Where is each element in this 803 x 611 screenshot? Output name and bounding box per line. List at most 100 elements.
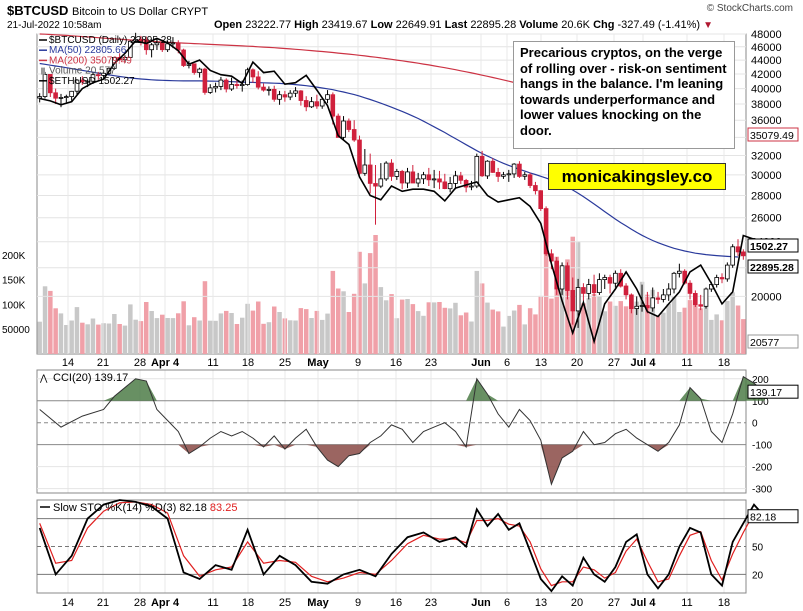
volume-bar bbox=[682, 307, 687, 354]
bottom-date-tick-label: 16 bbox=[390, 597, 402, 609]
source-credit: © StockCharts.com bbox=[706, 3, 793, 14]
volume-bar bbox=[485, 302, 490, 354]
volume-bar bbox=[607, 301, 613, 354]
volume-tick-label: 50000 bbox=[2, 325, 30, 336]
volume-bar bbox=[623, 306, 629, 354]
candle-body bbox=[101, 72, 106, 76]
candle-body bbox=[719, 277, 725, 280]
candle-body bbox=[591, 284, 597, 294]
candle-body bbox=[469, 185, 474, 188]
symbol-name: Bitcoin to US Dollar bbox=[72, 6, 168, 18]
candle-body bbox=[538, 190, 543, 209]
candle-body bbox=[250, 69, 256, 78]
cci-line bbox=[39, 375, 766, 486]
candle-body bbox=[170, 42, 176, 45]
volume-bar bbox=[453, 302, 458, 354]
candle-body bbox=[479, 155, 485, 177]
date-tick-label: 27 bbox=[608, 357, 620, 369]
symbol: $BTCUSD bbox=[7, 3, 69, 18]
volume-bar bbox=[645, 294, 650, 354]
candle-body bbox=[346, 120, 352, 130]
volume-bar bbox=[543, 235, 549, 354]
volume-bar bbox=[565, 259, 570, 354]
volume-bar bbox=[479, 283, 485, 354]
last-price-badge: 22895.28 bbox=[750, 262, 794, 274]
volume-bar bbox=[160, 314, 165, 354]
volume-bar bbox=[357, 251, 362, 354]
candle-body bbox=[303, 100, 309, 108]
candle-body bbox=[741, 251, 746, 257]
candle-body bbox=[517, 163, 522, 177]
candle-body bbox=[325, 94, 330, 100]
datetime: 21-Jul-2022 10:58am bbox=[7, 20, 102, 31]
volume-tick-label: 200K bbox=[2, 251, 26, 262]
date-tick-label: 6 bbox=[504, 357, 510, 369]
volume-bar bbox=[128, 304, 133, 354]
bottom-date-tick-label: 9 bbox=[355, 597, 361, 609]
volume-bar bbox=[725, 300, 730, 354]
volume-bar bbox=[112, 314, 117, 354]
volume-bar bbox=[415, 311, 421, 354]
candle-body bbox=[666, 288, 671, 296]
candle-body bbox=[271, 89, 277, 100]
candle-body bbox=[527, 174, 533, 186]
volume-bar bbox=[74, 307, 80, 354]
price-tick-label: 30000 bbox=[751, 170, 782, 182]
candle-body bbox=[207, 87, 213, 93]
candle-body bbox=[48, 74, 53, 94]
volume-bar bbox=[650, 289, 655, 354]
candle-body bbox=[634, 305, 639, 309]
date-tick-label: 20 bbox=[571, 357, 583, 369]
volume-bar bbox=[224, 310, 229, 354]
candle-body bbox=[42, 74, 48, 98]
bottom-date-tick-label: 14 bbox=[62, 597, 74, 609]
candle-body bbox=[282, 94, 288, 98]
price-tick-label: 48000 bbox=[751, 29, 782, 41]
volume-bar bbox=[298, 308, 304, 354]
candle-body bbox=[357, 139, 362, 174]
volume-tick-label: 100K bbox=[2, 300, 26, 311]
date-tick-label: 13 bbox=[535, 357, 547, 369]
ma200-badge: 35079.49 bbox=[750, 130, 794, 142]
candle-body bbox=[485, 160, 490, 177]
volume-bar bbox=[634, 301, 639, 354]
candle-body bbox=[533, 185, 538, 192]
volume-bar bbox=[48, 290, 53, 354]
date-tick-label: 21 bbox=[97, 357, 109, 369]
volume-bar bbox=[735, 305, 741, 354]
candle-body bbox=[639, 305, 645, 307]
volume-bar bbox=[229, 313, 234, 354]
candle-body bbox=[202, 68, 208, 93]
cci-tick-label: 200 bbox=[752, 375, 769, 386]
volume-bar bbox=[90, 318, 96, 354]
volume-bar bbox=[655, 315, 661, 354]
candle-body bbox=[613, 272, 618, 284]
candle-body bbox=[197, 68, 202, 73]
date-tick-label: 18 bbox=[242, 357, 254, 369]
candle-body bbox=[405, 171, 410, 184]
volume-bar bbox=[586, 298, 591, 354]
sto-badge-box bbox=[747, 509, 799, 524]
candle-body bbox=[255, 76, 261, 88]
candle-body bbox=[421, 174, 426, 180]
price-tick-label: 26000 bbox=[751, 213, 782, 225]
price-tick-label: 44000 bbox=[751, 55, 782, 67]
cci-tick-label: -300 bbox=[752, 485, 772, 496]
volume-bar bbox=[517, 304, 522, 354]
volume-bar bbox=[410, 304, 416, 354]
bottom-date-tick-label: 20 bbox=[571, 597, 583, 609]
legend-ma200: MA(200) 35079.49 bbox=[49, 55, 132, 66]
candle-body bbox=[522, 174, 528, 177]
volume-bar bbox=[602, 311, 607, 354]
volume-bar bbox=[490, 309, 495, 354]
candle-body bbox=[661, 294, 666, 300]
candle-body bbox=[223, 79, 229, 90]
candle-body bbox=[309, 101, 314, 108]
ma50-line bbox=[39, 62, 739, 258]
volume-bar bbox=[250, 310, 256, 354]
volume-bar bbox=[703, 297, 709, 354]
cci-badge: 139.17 bbox=[750, 387, 782, 399]
volume-bar bbox=[69, 320, 74, 354]
candle-body bbox=[213, 86, 218, 89]
volume-bar bbox=[293, 320, 298, 354]
